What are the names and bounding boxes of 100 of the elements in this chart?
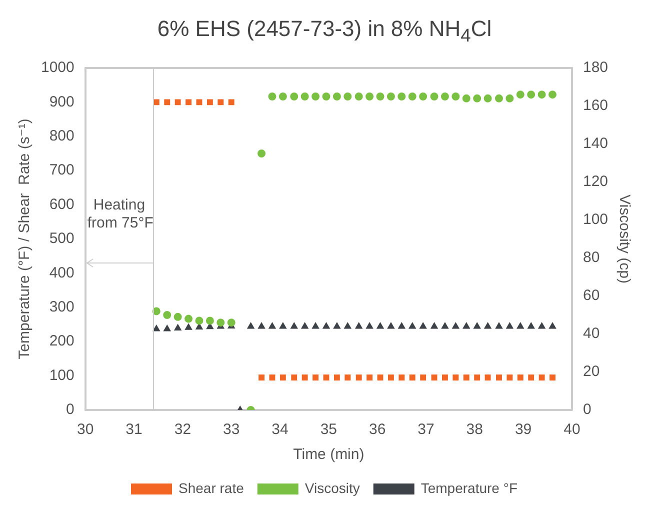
point xyxy=(258,150,266,158)
point xyxy=(356,374,362,381)
point xyxy=(495,322,503,330)
point xyxy=(164,100,170,106)
y-tick-label: 400 xyxy=(49,264,74,282)
point xyxy=(528,322,535,330)
y2-tick-label: 140 xyxy=(582,136,608,153)
point xyxy=(452,322,460,330)
point xyxy=(462,94,470,103)
x-tick-label: 40 xyxy=(564,422,580,439)
point xyxy=(366,92,374,101)
point xyxy=(174,100,181,106)
y-tick-label: 100 xyxy=(49,367,74,384)
x-tick-label: 36 xyxy=(368,422,386,439)
point xyxy=(163,311,172,320)
point xyxy=(195,317,204,326)
point xyxy=(279,322,286,330)
y-tick-label: 1000 xyxy=(40,60,74,77)
y2-tick-label: 20 xyxy=(582,364,600,381)
point xyxy=(550,374,556,381)
point xyxy=(452,374,459,381)
point xyxy=(247,322,254,330)
point xyxy=(366,374,373,381)
point xyxy=(344,92,352,101)
x-tick-label: 32 xyxy=(174,422,192,439)
legend-label: Viscosity xyxy=(304,480,360,496)
y-tick-label: 800 xyxy=(49,128,74,145)
point xyxy=(300,92,309,101)
point xyxy=(398,322,406,330)
point xyxy=(408,92,416,101)
point xyxy=(517,374,524,381)
x-axis-title: Time (min) xyxy=(293,446,364,464)
point xyxy=(462,322,470,330)
legend-label: Shear rate xyxy=(178,480,244,496)
point xyxy=(218,100,224,106)
point xyxy=(268,92,276,101)
point xyxy=(419,92,428,101)
point xyxy=(484,322,492,330)
point xyxy=(334,374,340,381)
point xyxy=(452,92,460,101)
x-tick-label: 39 xyxy=(514,422,532,439)
point xyxy=(196,100,202,106)
y2-axis-title: Viscosity (cp) xyxy=(616,194,633,284)
point xyxy=(152,325,160,332)
point xyxy=(196,324,203,330)
point xyxy=(355,322,362,330)
y2-tick-label: 80 xyxy=(582,250,600,267)
point xyxy=(332,92,341,101)
y-tick-label: 500 xyxy=(49,230,74,248)
point xyxy=(174,324,182,331)
point xyxy=(278,92,287,101)
point xyxy=(494,94,503,103)
y-tick-label: 0 xyxy=(66,402,74,419)
y2-tick-label: 0 xyxy=(582,402,592,419)
point xyxy=(344,322,352,330)
point xyxy=(473,94,482,103)
point xyxy=(216,318,225,327)
y-tick-label: 700 xyxy=(49,162,74,180)
y2-tick-label: 120 xyxy=(582,174,608,191)
point xyxy=(506,374,513,381)
point xyxy=(484,94,492,103)
y2-tick-label: 60 xyxy=(582,288,600,305)
point xyxy=(164,325,171,332)
point xyxy=(376,92,384,101)
point xyxy=(408,322,416,330)
y2-tick-label: 160 xyxy=(582,98,608,115)
point xyxy=(206,317,214,326)
point xyxy=(506,322,514,330)
x-tick-label: 31 xyxy=(126,422,142,439)
y-tick-label: 600 xyxy=(49,196,74,214)
point xyxy=(228,100,234,106)
point xyxy=(386,92,395,101)
x-tick-label: 33 xyxy=(223,422,240,439)
point xyxy=(398,374,405,381)
point xyxy=(548,322,556,330)
point xyxy=(474,374,480,381)
point xyxy=(484,374,491,381)
point xyxy=(430,322,438,330)
point xyxy=(420,374,426,381)
point xyxy=(258,374,264,381)
x-tick-label: 37 xyxy=(418,422,434,439)
point xyxy=(440,92,449,101)
x-tick-label: 38 xyxy=(466,422,483,439)
point xyxy=(185,324,192,330)
y-axis-title: Temperature (°F) / Shear Rate (s⁻¹) xyxy=(16,119,34,360)
point xyxy=(377,374,384,381)
point xyxy=(333,322,340,330)
point xyxy=(312,322,320,330)
point xyxy=(291,374,298,381)
point xyxy=(398,92,406,101)
x-tick-label: 34 xyxy=(272,422,288,439)
point xyxy=(409,374,416,381)
point xyxy=(290,92,298,101)
point xyxy=(548,90,557,99)
point xyxy=(527,90,536,99)
point xyxy=(344,374,351,381)
point xyxy=(538,374,545,381)
x-tick-label: 35 xyxy=(320,422,338,439)
point xyxy=(538,90,546,99)
point xyxy=(430,92,438,101)
